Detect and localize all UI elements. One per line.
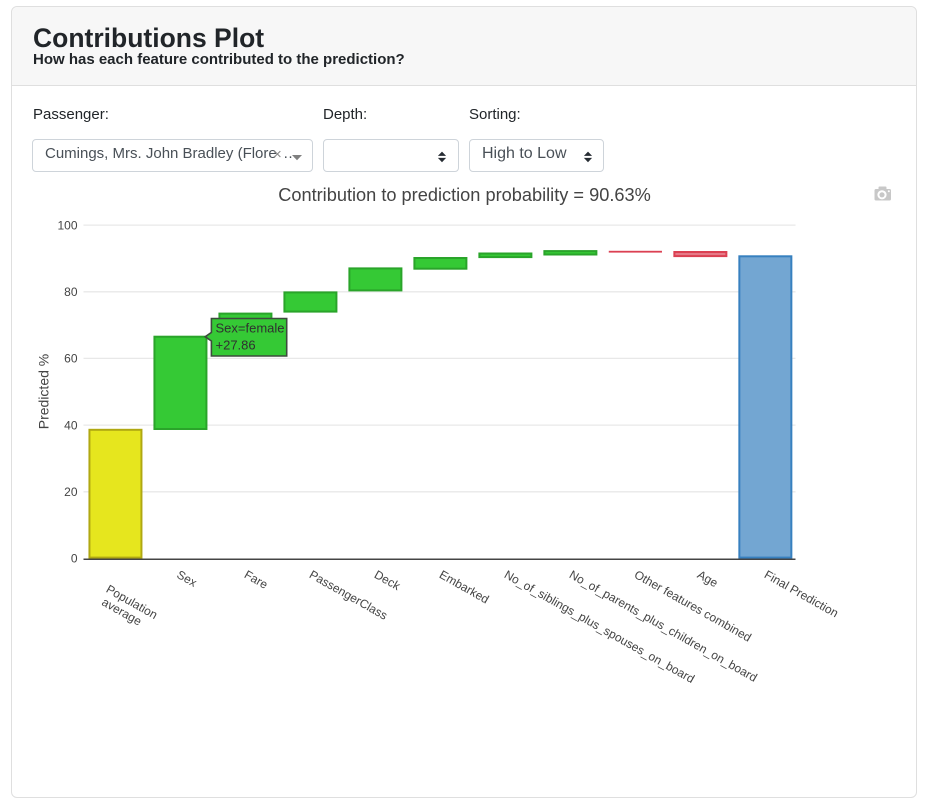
svg-text:+27.86: +27.86 (216, 338, 256, 353)
svg-text:Age: Age (695, 567, 721, 590)
svg-text:80: 80 (64, 285, 78, 299)
svg-text:Deck: Deck (372, 567, 404, 593)
svg-text:Other features combined: Other features combined (632, 567, 754, 644)
svg-text:Contribution to prediction pro: Contribution to prediction probability =… (278, 185, 651, 205)
svg-text:40: 40 (64, 418, 78, 432)
svg-text:Embarked: Embarked (437, 567, 492, 606)
svg-text:20: 20 (64, 485, 78, 499)
svg-text:Final Prediction: Final Prediction (762, 567, 841, 620)
svg-text:Sex: Sex (174, 567, 199, 589)
svg-text:0: 0 (71, 552, 78, 566)
svg-text:Sex=female: Sex=female (216, 321, 285, 336)
svg-text:60: 60 (64, 352, 78, 366)
svg-text:100: 100 (57, 218, 77, 232)
svg-text:Predicted %: Predicted % (36, 354, 52, 429)
svg-text:Fare: Fare (242, 567, 271, 591)
